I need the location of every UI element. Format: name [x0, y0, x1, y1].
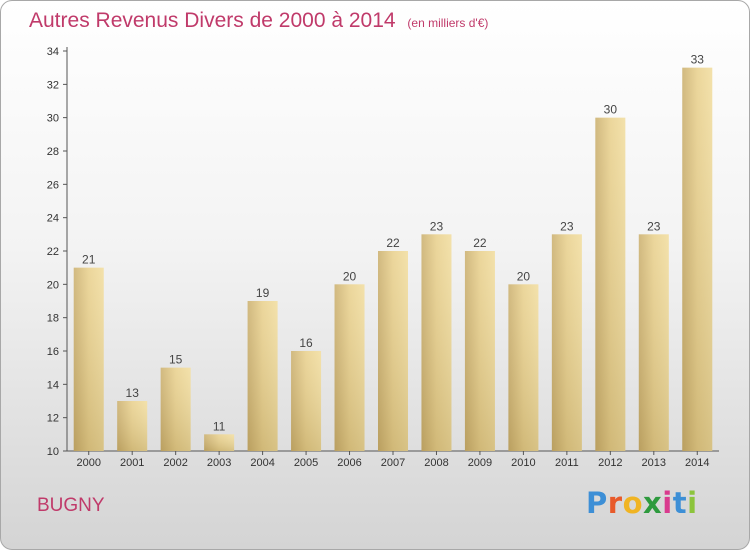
y-tick-label: 18: [47, 313, 59, 325]
data-label: 15: [169, 353, 183, 367]
place-name: BUGNY: [37, 495, 105, 516]
data-label: 20: [517, 269, 531, 283]
logo-letter: o: [622, 486, 644, 520]
bar-shade: [334, 284, 365, 451]
x-tick-label: 2014: [685, 457, 709, 469]
y-tick-label: 14: [47, 379, 59, 391]
x-tick-label: 2002: [163, 457, 187, 469]
y-tick-label: 12: [47, 413, 59, 425]
logo-letter: P: [586, 486, 608, 520]
x-tick-label: 2007: [381, 457, 405, 469]
bar-shade: [464, 251, 495, 451]
bar-shade: [421, 234, 452, 451]
data-label: 23: [647, 219, 661, 233]
y-tick-label: 16: [47, 346, 59, 358]
x-tick-label: 2004: [250, 457, 274, 469]
chart-subtitle: (en milliers d'€): [407, 16, 489, 30]
data-label: 16: [299, 336, 313, 350]
bar-shade: [638, 234, 669, 451]
proxiti-logo: Proxiti: [586, 486, 698, 520]
x-tick-label: 2003: [207, 457, 231, 469]
data-label: 22: [386, 236, 400, 250]
x-tick-label: 2010: [511, 457, 535, 469]
bar-shade: [508, 284, 539, 451]
chart-title-block: Autres Revenus Divers de 2000 à 2014 (en…: [29, 9, 488, 33]
x-tick-label: 2012: [598, 457, 622, 469]
x-tick-label: 2001: [120, 457, 144, 469]
chart-title: Autres Revenus Divers de 2000 à 2014: [29, 9, 396, 32]
bar-shade: [682, 67, 713, 452]
x-tick-label: 2000: [76, 457, 100, 469]
y-tick-label: 34: [47, 46, 59, 58]
logo-letter: i: [662, 486, 673, 520]
data-label: 33: [691, 53, 705, 67]
y-tick-label: 24: [47, 213, 59, 225]
y-tick-label: 10: [47, 446, 59, 458]
bar-shade: [595, 117, 626, 452]
y-tick-label: 32: [47, 79, 59, 91]
data-label: 21: [82, 253, 96, 267]
data-label: 19: [256, 286, 270, 300]
data-label: 23: [560, 219, 574, 233]
data-label: 13: [126, 386, 140, 400]
bar-shade: [247, 301, 278, 451]
logo-letter: x: [643, 486, 663, 520]
y-tick-label: 30: [47, 113, 59, 125]
y-tick-label: 28: [47, 146, 59, 158]
bar-shade: [204, 434, 235, 451]
data-label: 20: [343, 269, 357, 283]
bar-shade: [551, 234, 582, 451]
x-tick-label: 2006: [337, 457, 361, 469]
data-label: 22: [473, 236, 487, 250]
bar-shade: [291, 351, 322, 451]
logo-letter: i: [687, 486, 698, 520]
bar-shade: [378, 251, 408, 451]
x-tick-label: 2009: [468, 457, 492, 469]
data-label: 23: [430, 219, 444, 233]
logo-letter: t: [672, 486, 688, 520]
data-label: 30: [604, 103, 618, 117]
bar-shade: [117, 401, 148, 451]
y-tick-label: 20: [47, 279, 59, 291]
bar-shade: [73, 267, 104, 451]
y-tick-label: 22: [47, 246, 59, 258]
logo-letter: r: [607, 486, 623, 520]
data-label: 11: [213, 419, 226, 433]
x-tick-label: 2005: [294, 457, 318, 469]
bar-shade: [160, 367, 191, 451]
x-tick-label: 2008: [424, 457, 448, 469]
y-tick-label: 26: [47, 179, 59, 191]
x-tick-label: 2011: [555, 457, 579, 469]
x-tick-label: 2013: [642, 457, 666, 469]
